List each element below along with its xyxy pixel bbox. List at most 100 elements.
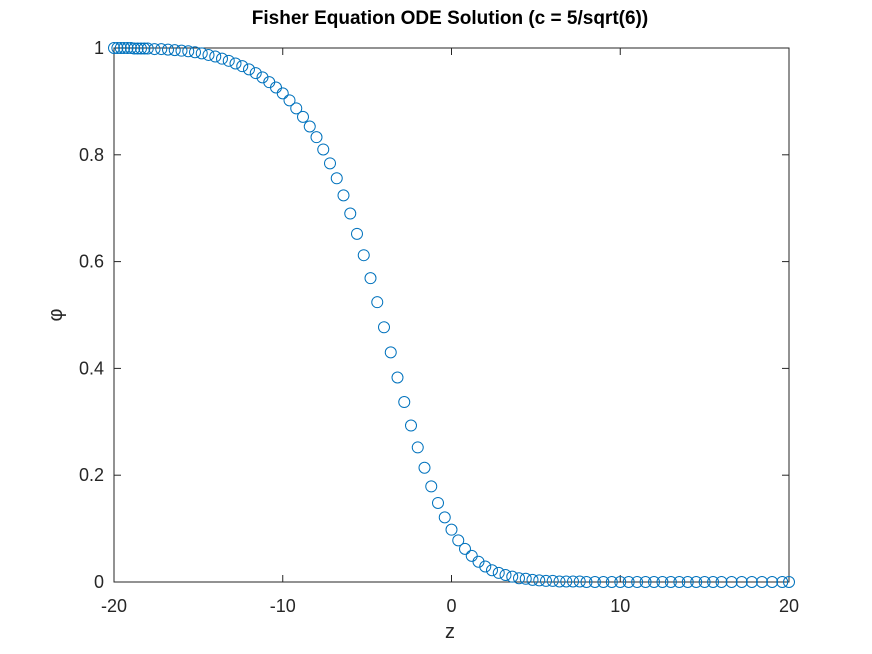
data-point (631, 576, 644, 588)
data-point (384, 346, 397, 359)
data-point (310, 131, 323, 144)
data-point (148, 43, 161, 56)
data-point (155, 43, 168, 56)
data-point (526, 573, 539, 586)
data-point (425, 480, 438, 493)
data-point (445, 523, 458, 536)
data-point (597, 576, 610, 588)
data-point (452, 534, 465, 547)
data-point (131, 42, 144, 55)
data-point (135, 42, 147, 55)
y-tick-label: 1 (94, 38, 104, 58)
data-point (698, 576, 711, 588)
data-point (303, 120, 316, 133)
data-point (560, 575, 573, 588)
data-point (783, 576, 795, 588)
data-point (553, 575, 566, 588)
data-point (236, 60, 249, 73)
data-point (725, 576, 738, 588)
data-point (162, 43, 174, 56)
data-point (209, 50, 222, 63)
data-point (418, 461, 431, 474)
data-point (297, 110, 309, 123)
data-point (357, 249, 370, 262)
data-point (580, 576, 593, 588)
data-point (707, 576, 720, 588)
data-point (141, 42, 154, 55)
data-point (776, 576, 789, 588)
data-point (317, 143, 330, 156)
data-point (391, 371, 404, 384)
data-point (506, 570, 519, 583)
data-point (243, 63, 255, 76)
data-point (371, 296, 384, 309)
data-point (168, 44, 181, 57)
data-point (567, 575, 579, 588)
data-point (605, 576, 618, 588)
data-point (411, 441, 424, 454)
data-point (438, 511, 451, 524)
data-point (432, 496, 444, 509)
data-point (766, 576, 779, 588)
data-point (124, 42, 137, 54)
data-point (337, 189, 350, 202)
data-point (344, 207, 357, 220)
data-point (486, 564, 498, 577)
data-point (492, 566, 505, 579)
data-point (756, 576, 768, 588)
data-point (189, 46, 201, 59)
data-point (111, 42, 124, 54)
data-point (290, 102, 303, 115)
data-point (118, 42, 131, 54)
data-point (330, 172, 343, 185)
x-tick-label: 0 (446, 596, 456, 616)
data-point (681, 576, 694, 588)
data-point (114, 42, 127, 54)
data-point (398, 396, 411, 409)
y-tick-label: 0.4 (79, 358, 104, 378)
data-point (182, 45, 195, 58)
y-tick-label: 0 (94, 572, 104, 592)
data-point (588, 576, 601, 588)
data-point (405, 419, 417, 432)
data-point (121, 42, 134, 54)
data-point (664, 576, 677, 588)
data-point (216, 52, 228, 65)
data-point (639, 576, 652, 588)
data-point (614, 576, 627, 588)
data-point (499, 569, 512, 582)
data-point (472, 555, 485, 568)
data-point (195, 47, 208, 60)
data-point (648, 576, 660, 588)
x-tick-label: 10 (610, 596, 630, 616)
data-point (745, 576, 758, 588)
data-point (222, 54, 235, 67)
data-point (735, 576, 748, 588)
data-point (459, 542, 471, 555)
data-point (128, 42, 141, 55)
data-series (108, 42, 795, 588)
x-axis-label: z (445, 621, 455, 643)
x-tick-label: -20 (101, 596, 127, 616)
data-point (276, 87, 289, 100)
data-point (351, 227, 363, 240)
data-point (364, 272, 377, 285)
data-point (513, 572, 525, 585)
data-point (622, 576, 635, 588)
data-point (202, 48, 215, 61)
x-tick-label: -10 (270, 596, 296, 616)
data-point (465, 549, 478, 562)
data-point (540, 574, 552, 587)
chart-title: Fisher Equation ODE Solution (c = 5/sqrt… (252, 8, 648, 29)
plot-area: -20 -10 0 10 20 0 0.2 0.4 0.6 0.8 1 (79, 38, 799, 616)
data-point (108, 42, 120, 54)
x-tick-label: 20 (779, 596, 799, 616)
data-point (715, 576, 728, 588)
data-point (138, 42, 151, 55)
y-axis: 0 0.2 0.4 0.6 0.8 1 (79, 38, 789, 592)
data-point (283, 94, 296, 107)
data-point (656, 576, 669, 588)
data-point (249, 67, 262, 80)
